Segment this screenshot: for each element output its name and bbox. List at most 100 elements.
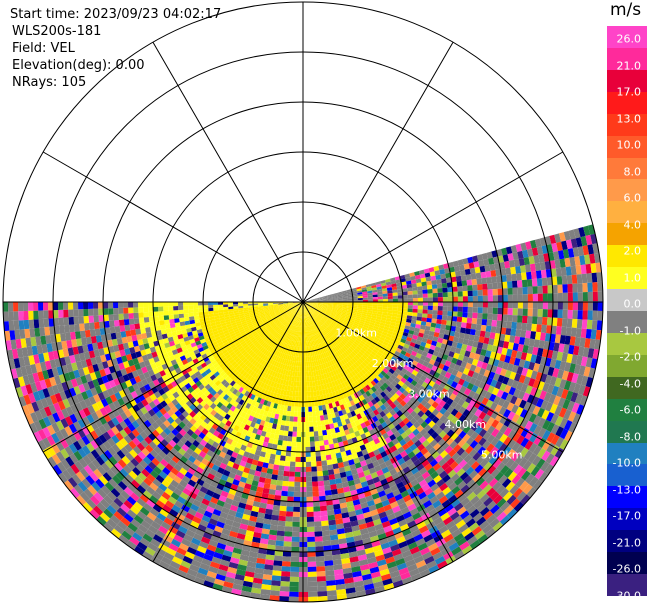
velocity-gate [353,457,360,464]
velocity-gate [307,401,312,407]
velocity-gate [263,320,269,325]
velocity-gate [375,442,383,450]
velocity-gate [391,316,397,321]
velocity-gate [303,321,306,327]
velocity-gate [279,330,284,336]
velocity-gate [399,400,407,407]
velocity-gate [293,335,296,342]
velocity-gate [187,370,195,377]
velocity-gate [356,286,362,290]
velocity-gate [318,490,326,497]
velocity-gate [317,300,323,302]
velocity-gate [449,266,456,273]
velocity-gate [225,318,231,323]
velocity-gate [349,319,355,323]
velocity-gate [103,308,109,315]
velocity-gate [255,314,261,318]
velocity-gate [316,308,321,312]
velocity-gate [226,390,233,397]
velocity-gate [300,316,302,322]
velocity-gate [271,354,276,360]
velocity-gate [451,316,458,322]
velocity-gate [187,331,193,337]
velocity-gate [522,301,528,309]
velocity-gate [436,283,443,289]
velocity-gate [314,441,320,447]
velocity-gate [346,373,352,380]
velocity-gate [336,311,342,315]
velocity-gate [261,348,267,354]
velocity-gate [263,304,269,306]
velocity-gate [289,345,293,351]
velocity-gate [428,405,436,413]
velocity-gate [320,325,325,331]
velocity-gate [336,310,342,314]
velocity-gate [266,401,272,407]
velocity-gate [321,308,327,312]
velocity-gate [337,355,343,361]
velocity-gate [283,304,289,306]
velocity-gate [161,333,168,340]
velocity-gate [303,341,306,347]
velocity-gate [249,327,256,332]
velocity-gate [317,299,323,301]
velocity-gate [275,361,280,368]
velocity-gate [376,406,383,414]
velocity-gate [176,330,183,336]
velocity-gate [305,471,312,477]
velocity-gate [306,311,309,316]
velocity-gate [314,436,320,442]
velocity-gate [294,315,298,321]
velocity-gate [395,336,402,342]
velocity-gate [249,326,255,331]
velocity-gate [208,313,215,318]
velocity-gate [386,392,393,399]
velocity-gate [297,336,300,342]
velocity-gate [278,307,284,310]
velocity-gate [324,449,331,456]
velocity-gate [362,345,369,351]
velocity-gate [79,330,86,339]
velocity-gate [288,334,292,340]
velocity-gate [317,306,323,309]
velocity-gate [239,369,246,375]
velocity-gate [258,424,264,431]
velocity-gate [372,339,379,344]
velocity-gate [163,310,169,316]
velocity-gate [381,314,387,319]
velocity-gate [288,380,292,387]
velocity-gate [300,356,303,362]
velocity-gate [344,429,350,436]
velocity-gate [327,413,333,420]
velocity-gate [322,306,328,309]
velocity-gate [327,339,332,345]
velocity-gate [174,367,182,374]
velocity-gate [258,308,264,311]
velocity-gate [462,258,469,265]
velocity-gate [253,423,260,430]
velocity-gate [203,305,209,309]
velocity-gate [196,374,204,381]
velocity-gate [281,358,285,364]
velocity-gate [238,305,244,309]
velocity-gate [154,320,160,327]
velocity-gate [422,333,429,340]
velocity-gate [274,309,280,312]
velocity-gate [342,322,348,327]
velocity-gate [143,312,149,318]
velocity-gate [505,327,512,336]
velocity-gate [392,295,398,299]
velocity-gate [415,323,421,329]
velocity-gate [335,452,342,459]
velocity-gate [315,385,320,392]
velocity-gate [344,318,350,323]
velocity-gate [330,322,336,327]
velocity-gate [213,343,220,349]
velocity-gate [280,404,285,411]
velocity-gate [229,398,236,406]
velocity-gate [312,304,318,306]
velocity-gate [331,402,337,408]
velocity-gate [316,328,320,334]
velocity-gate [429,387,437,395]
velocity-gate [382,328,389,334]
